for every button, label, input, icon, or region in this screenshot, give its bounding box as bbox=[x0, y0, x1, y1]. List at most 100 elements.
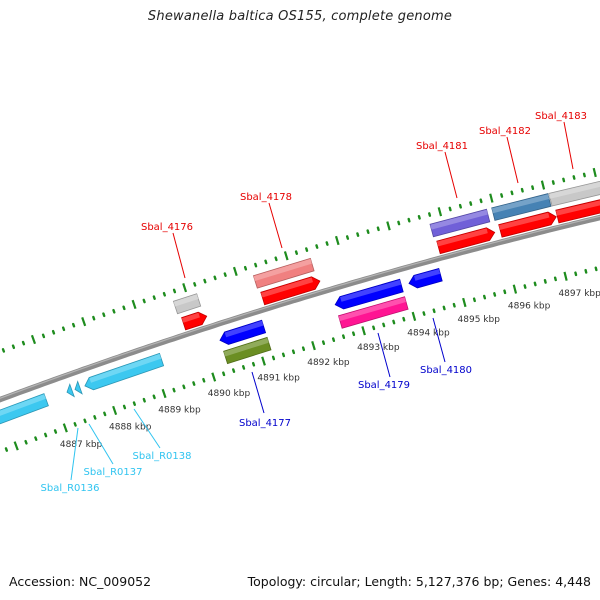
outer-minor-tick bbox=[479, 198, 483, 204]
tick-label: 4896 kbp bbox=[508, 302, 551, 312]
inner-minor-tick bbox=[251, 361, 256, 367]
feature-highlight bbox=[253, 258, 312, 281]
gene-label-text[interactable]: Sbal_R0138 bbox=[133, 451, 192, 462]
tick-label: 4890 kbp bbox=[208, 389, 251, 399]
feature-sbal-4182-cog[interactable] bbox=[491, 193, 552, 221]
gene-label-text[interactable]: Sbal_4177 bbox=[239, 418, 291, 429]
feature-sbal-4181[interactable] bbox=[436, 227, 496, 255]
feature-body[interactable] bbox=[74, 380, 83, 395]
gene-label-sbal-4183[interactable]: Sbal_4183 bbox=[535, 111, 587, 170]
feature-highlight bbox=[498, 212, 550, 230]
feature-sbal-4177-cog[interactable] bbox=[223, 336, 272, 365]
outer-minor-tick bbox=[102, 312, 106, 318]
inner-major-tick bbox=[62, 423, 68, 433]
gene-label-text[interactable]: Sbal_4181 bbox=[416, 141, 468, 152]
gene-label-sbal-4176[interactable]: Sbal_4176 bbox=[141, 222, 193, 279]
gene-label-text[interactable]: Sbal_4179 bbox=[358, 380, 410, 391]
inner-major-tick bbox=[512, 284, 518, 294]
leader-line bbox=[432, 317, 446, 363]
genome-backbone bbox=[0, 214, 600, 403]
feature-sbal-4183[interactable] bbox=[555, 191, 600, 224]
gene-label-text[interactable]: Sbal_4180 bbox=[420, 365, 472, 376]
outer-minor-tick bbox=[1, 348, 6, 353]
outer-minor-tick bbox=[41, 333, 46, 339]
tick-label: 4888 kbp bbox=[109, 422, 152, 432]
feature-sbal-r0137[interactable] bbox=[74, 380, 83, 395]
feature-sbal-4176-cog[interactable] bbox=[172, 293, 202, 315]
feature-sbal-4183-cog[interactable] bbox=[548, 172, 600, 207]
feature-sbal-r0136[interactable] bbox=[66, 383, 75, 398]
leader-line bbox=[444, 151, 458, 199]
inner-major-tick bbox=[211, 372, 217, 382]
leader-line bbox=[377, 332, 391, 378]
feature-sbal-4181-cog[interactable] bbox=[429, 208, 491, 238]
inner-minor-tick bbox=[342, 334, 346, 340]
outer-minor-tick bbox=[72, 322, 76, 328]
gene-label-sbal-4181[interactable]: Sbal_4181 bbox=[416, 141, 468, 199]
gene-label-sbal-4178[interactable]: Sbal_4178 bbox=[240, 192, 292, 249]
feature-sbal-4180[interactable] bbox=[408, 268, 443, 289]
gene-label-sbal-r0137[interactable]: Sbal_R0137 bbox=[84, 423, 143, 478]
inner-major-tick bbox=[361, 326, 366, 336]
inner-minor-tick bbox=[142, 397, 146, 403]
feature-highlight bbox=[89, 353, 162, 383]
leader-line bbox=[133, 408, 161, 449]
inner-minor-tick bbox=[452, 302, 456, 308]
outer-minor-tick bbox=[264, 259, 268, 265]
feature-sbal-4182[interactable] bbox=[498, 211, 557, 238]
gene-label-text[interactable]: Sbal_R0136 bbox=[41, 483, 100, 494]
outer-minor-tick bbox=[274, 256, 278, 262]
outer-major-tick bbox=[283, 251, 289, 261]
gene-label-sbal-4179[interactable]: Sbal_4179 bbox=[358, 332, 410, 391]
outer-major-tick bbox=[81, 317, 87, 327]
gene-label-sbal-4180[interactable]: Sbal_4180 bbox=[420, 317, 472, 376]
inner-minor-tick bbox=[24, 439, 28, 445]
gene-label-sbal-4182[interactable]: Sbal_4182 bbox=[479, 126, 531, 184]
tick-label: 4889 kbp bbox=[158, 406, 201, 416]
gene-label-text[interactable]: Sbal_4183 bbox=[535, 111, 587, 122]
outer-minor-tick bbox=[142, 298, 146, 304]
inner-minor-tick bbox=[483, 294, 487, 300]
inner-minor-tick bbox=[182, 384, 186, 390]
outer-minor-tick bbox=[203, 278, 207, 284]
gene-label-text[interactable]: Sbal_4178 bbox=[240, 192, 292, 203]
gene-label-text[interactable]: Sbal_4176 bbox=[141, 222, 193, 233]
feature-sbal-r0138[interactable] bbox=[84, 352, 165, 391]
tick-rings bbox=[1, 167, 598, 452]
outer-minor-tick bbox=[551, 180, 555, 185]
feature-sbal-4179[interactable] bbox=[334, 278, 404, 310]
inner-major-tick bbox=[411, 311, 417, 322]
feature-highlight bbox=[414, 269, 441, 281]
gene-label-text[interactable]: Sbal_R0137 bbox=[84, 467, 143, 478]
inner-minor-tick bbox=[472, 297, 476, 303]
inner-major-tick bbox=[261, 356, 266, 366]
outer-minor-tick bbox=[294, 250, 298, 255]
outer-major-tick bbox=[540, 180, 546, 190]
feature-sbal-4177[interactable] bbox=[219, 319, 267, 345]
inner-minor-tick bbox=[331, 337, 336, 342]
outer-minor-tick bbox=[254, 262, 258, 268]
outer-minor-tick bbox=[315, 244, 319, 249]
feature-sbal-4179-cog[interactable] bbox=[338, 296, 409, 329]
feature-sbal-4176[interactable] bbox=[181, 311, 208, 331]
feature-sbal-4178-cog[interactable] bbox=[252, 257, 315, 289]
outer-minor-tick bbox=[112, 308, 116, 314]
inner-minor-tick bbox=[352, 331, 356, 337]
gene-label-sbal-r0136[interactable]: Sbal_R0136 bbox=[41, 427, 100, 494]
gene-label-text[interactable]: Sbal_4182 bbox=[479, 126, 531, 137]
leader-line bbox=[88, 423, 114, 465]
gene-label-sbal-4177[interactable]: Sbal_4177 bbox=[239, 371, 291, 429]
feature-body[interactable] bbox=[66, 383, 75, 398]
feature-sbal-4178[interactable] bbox=[260, 276, 321, 306]
outer-major-tick bbox=[334, 235, 340, 246]
inner-minor-tick bbox=[553, 276, 557, 282]
outer-minor-tick bbox=[417, 214, 421, 220]
backbone-highlight bbox=[0, 215, 600, 399]
inner-minor-tick bbox=[222, 371, 226, 377]
inner-minor-tick bbox=[584, 268, 588, 274]
feature-highlight bbox=[181, 312, 200, 323]
outer-minor-tick bbox=[152, 295, 156, 300]
feature-sbal-r0135x[interactable] bbox=[0, 393, 49, 440]
gene-label-sbal-r0138[interactable]: Sbal_R0138 bbox=[133, 408, 192, 462]
inner-minor-tick bbox=[291, 349, 296, 355]
